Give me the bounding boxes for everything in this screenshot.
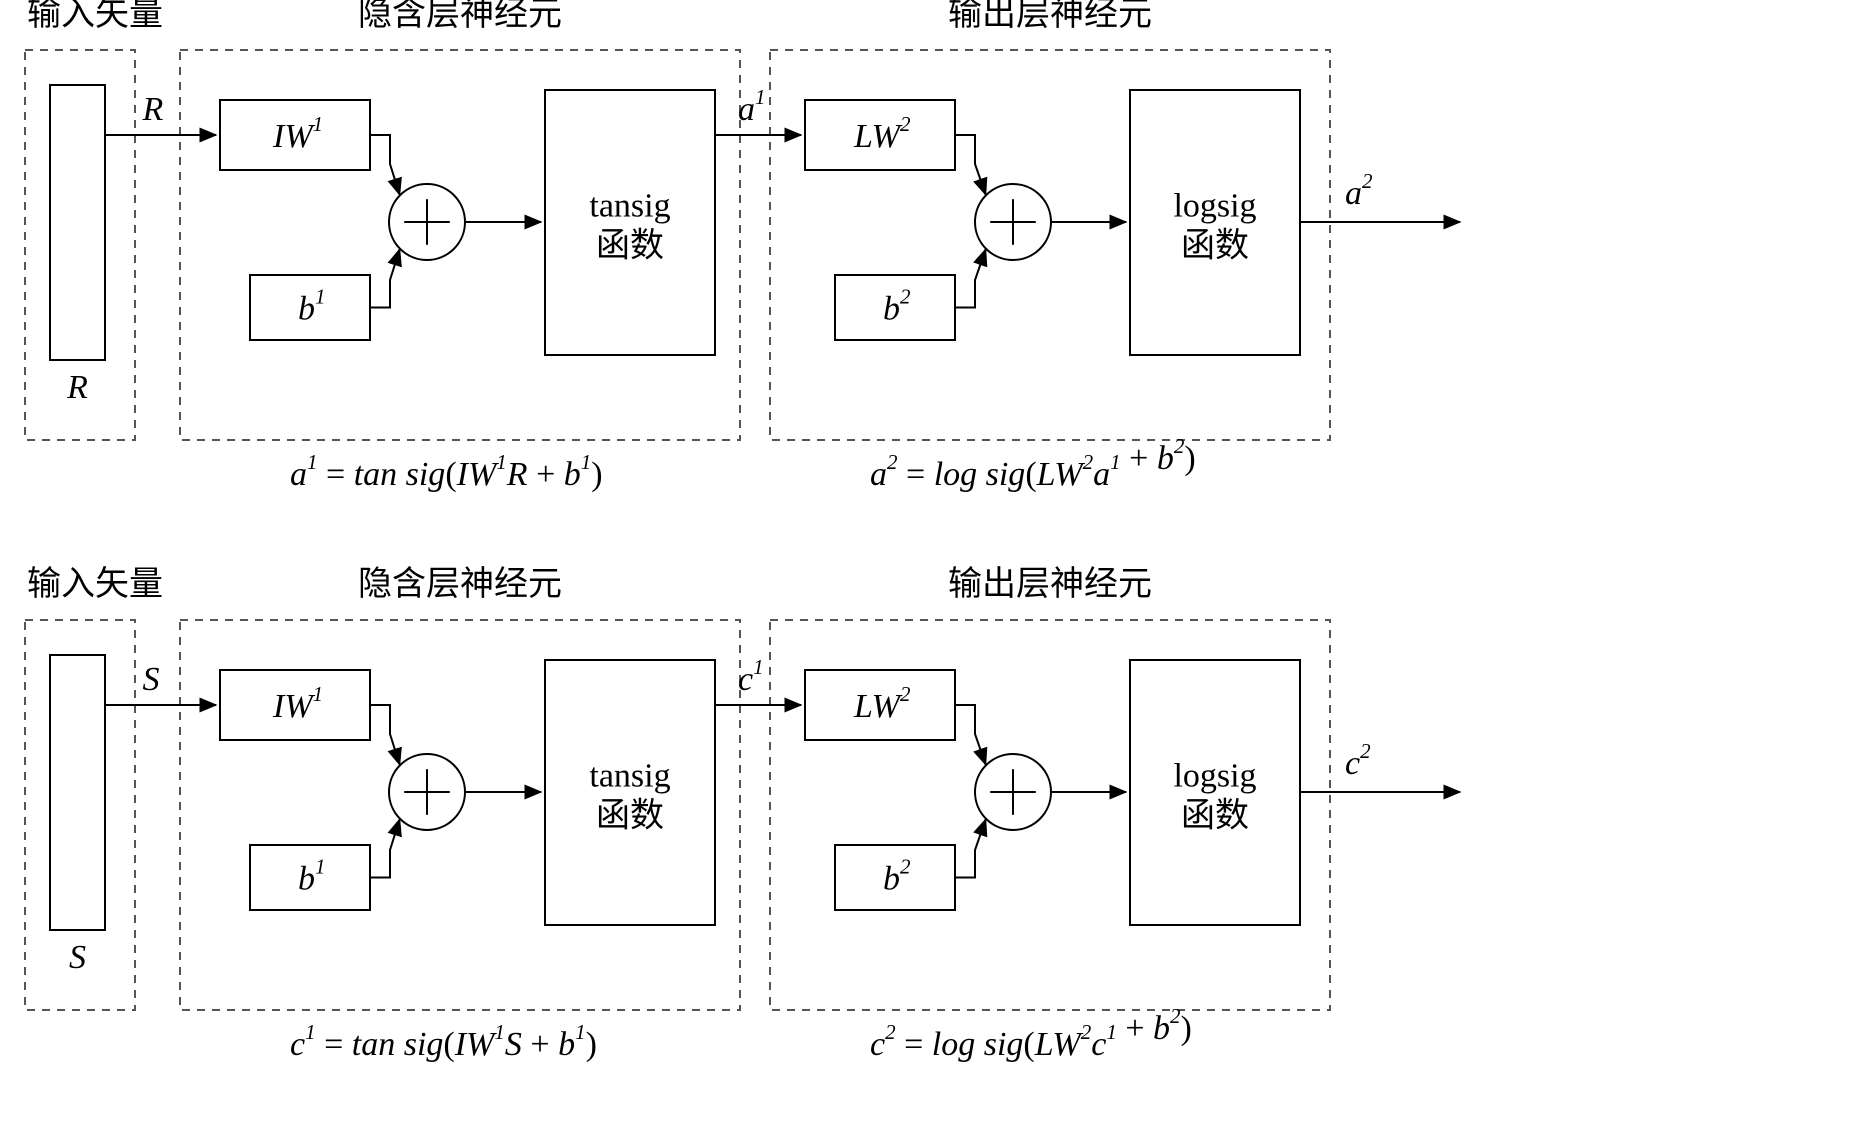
input-var-label: R bbox=[66, 369, 88, 406]
input-var-label: S bbox=[69, 939, 86, 976]
input-edge-label: R bbox=[142, 91, 164, 128]
output-equation: c2 = log sig(LW2c1 + b2) bbox=[870, 1004, 1192, 1063]
hidden-title: 隐含层神经元 bbox=[358, 565, 562, 603]
lw-label: LW2 bbox=[853, 112, 911, 155]
tansig-label-cn: 函数 bbox=[596, 227, 664, 265]
b1-label: b1 bbox=[298, 855, 326, 898]
hidden-title: 隐含层神经元 bbox=[358, 0, 562, 33]
output-title: 输出层神经元 bbox=[948, 0, 1152, 33]
b1-label: b1 bbox=[298, 285, 326, 328]
output-title: 输出层神经元 bbox=[948, 565, 1152, 603]
input-vector-box bbox=[50, 85, 105, 360]
network-row-1: 输入矢量隐含层神经元输出层神经元RIW1b1tansig函数LW2b2logsi… bbox=[25, 0, 1460, 493]
b2-label: b2 bbox=[883, 855, 911, 898]
lw-label: LW2 bbox=[853, 682, 911, 725]
input-title: 输入矢量 bbox=[27, 565, 163, 603]
b2-label: b2 bbox=[883, 285, 911, 328]
input-vector-box bbox=[50, 655, 105, 930]
tansig-label: tansig bbox=[589, 758, 670, 795]
iw-label: IW1 bbox=[272, 112, 323, 155]
logsig-label-cn: 函数 bbox=[1181, 797, 1249, 835]
out-edge-label: c2 bbox=[1345, 739, 1371, 782]
logsig-label: logsig bbox=[1173, 188, 1256, 225]
logsig-label-cn: 函数 bbox=[1181, 227, 1249, 265]
network-row-2: 输入矢量隐含层神经元输出层神经元SIW1b1tansig函数LW2b2logsi… bbox=[25, 565, 1460, 1063]
mid-edge-label: a1 bbox=[738, 85, 766, 128]
hidden-equation: c1 = tan sig(IW1S + b1) bbox=[290, 1020, 597, 1063]
nn-diagram: 输入矢量隐含层神经元输出层神经元RIW1b1tansig函数LW2b2logsi… bbox=[0, 0, 1864, 1144]
output-equation: a2 = log sig(LW2a1 + b2) bbox=[870, 434, 1196, 493]
out-edge-label: a2 bbox=[1345, 169, 1373, 212]
logsig-label: logsig bbox=[1173, 758, 1256, 795]
iw-label: IW1 bbox=[272, 682, 323, 725]
tansig-label-cn: 函数 bbox=[596, 797, 664, 835]
input-edge-label: S bbox=[143, 661, 160, 698]
input-title: 输入矢量 bbox=[27, 0, 163, 33]
tansig-label: tansig bbox=[589, 188, 670, 225]
hidden-equation: a1 = tan sig(IW1R + b1) bbox=[290, 450, 603, 493]
mid-edge-label: c1 bbox=[738, 655, 764, 698]
